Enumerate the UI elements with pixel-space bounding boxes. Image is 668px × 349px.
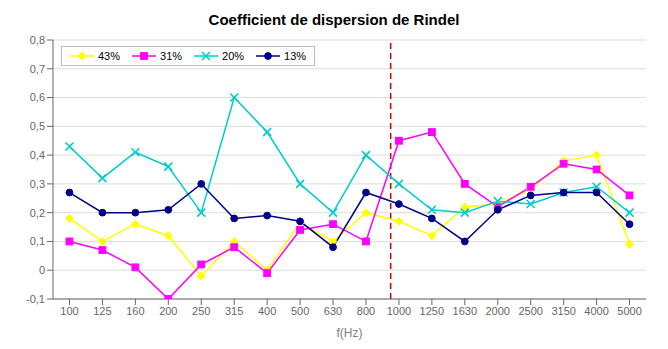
svg-text:200: 200 — [159, 305, 177, 317]
html-text:43%: 43% — [98, 50, 120, 62]
svg-text:125: 125 — [93, 305, 111, 317]
svg-text:0,1: 0,1 — [30, 235, 45, 247]
svg-text:1000: 1000 — [387, 305, 411, 317]
svg-text:0,2: 0,2 — [30, 207, 45, 219]
svg-text:0,3: 0,3 — [30, 178, 45, 190]
svg-text:315: 315 — [225, 305, 243, 317]
svg-text:630: 630 — [324, 305, 342, 317]
svg-text:0,8: 0,8 — [30, 34, 45, 46]
svg-text:1250: 1250 — [420, 305, 444, 317]
html-text:20%: 20% — [222, 50, 245, 62]
svg-text:-0,1: -0,1 — [26, 293, 45, 305]
svg-text:2500: 2500 — [518, 305, 542, 317]
svg-text:160: 160 — [126, 305, 144, 317]
svg-text:4000: 4000 — [584, 305, 608, 317]
svg-text:0,5: 0,5 — [30, 120, 45, 132]
svg-text:2000: 2000 — [486, 305, 510, 317]
svg-text:500: 500 — [291, 305, 309, 317]
html-text:13%: 13% — [284, 50, 307, 62]
svg-text:100: 100 — [60, 305, 78, 317]
svg-text:1630: 1630 — [453, 305, 477, 317]
html-text:31%: 31% — [160, 50, 183, 62]
svg-text:400: 400 — [258, 305, 276, 317]
svg-text:0,6: 0,6 — [30, 91, 45, 103]
html-text:Coefficient de dispersion de R: Coefficient de dispersion de Rindel — [208, 11, 460, 28]
svg-text:0: 0 — [39, 264, 45, 276]
svg-text:0,4: 0,4 — [30, 149, 45, 161]
svg-text:0,7: 0,7 — [30, 63, 45, 75]
svg-text:5000: 5000 — [617, 305, 641, 317]
svg-text:3150: 3150 — [551, 305, 575, 317]
svg-text:800: 800 — [357, 305, 375, 317]
svg-text:250: 250 — [192, 305, 210, 317]
svg-text:f(Hz): f(Hz) — [337, 326, 363, 340]
